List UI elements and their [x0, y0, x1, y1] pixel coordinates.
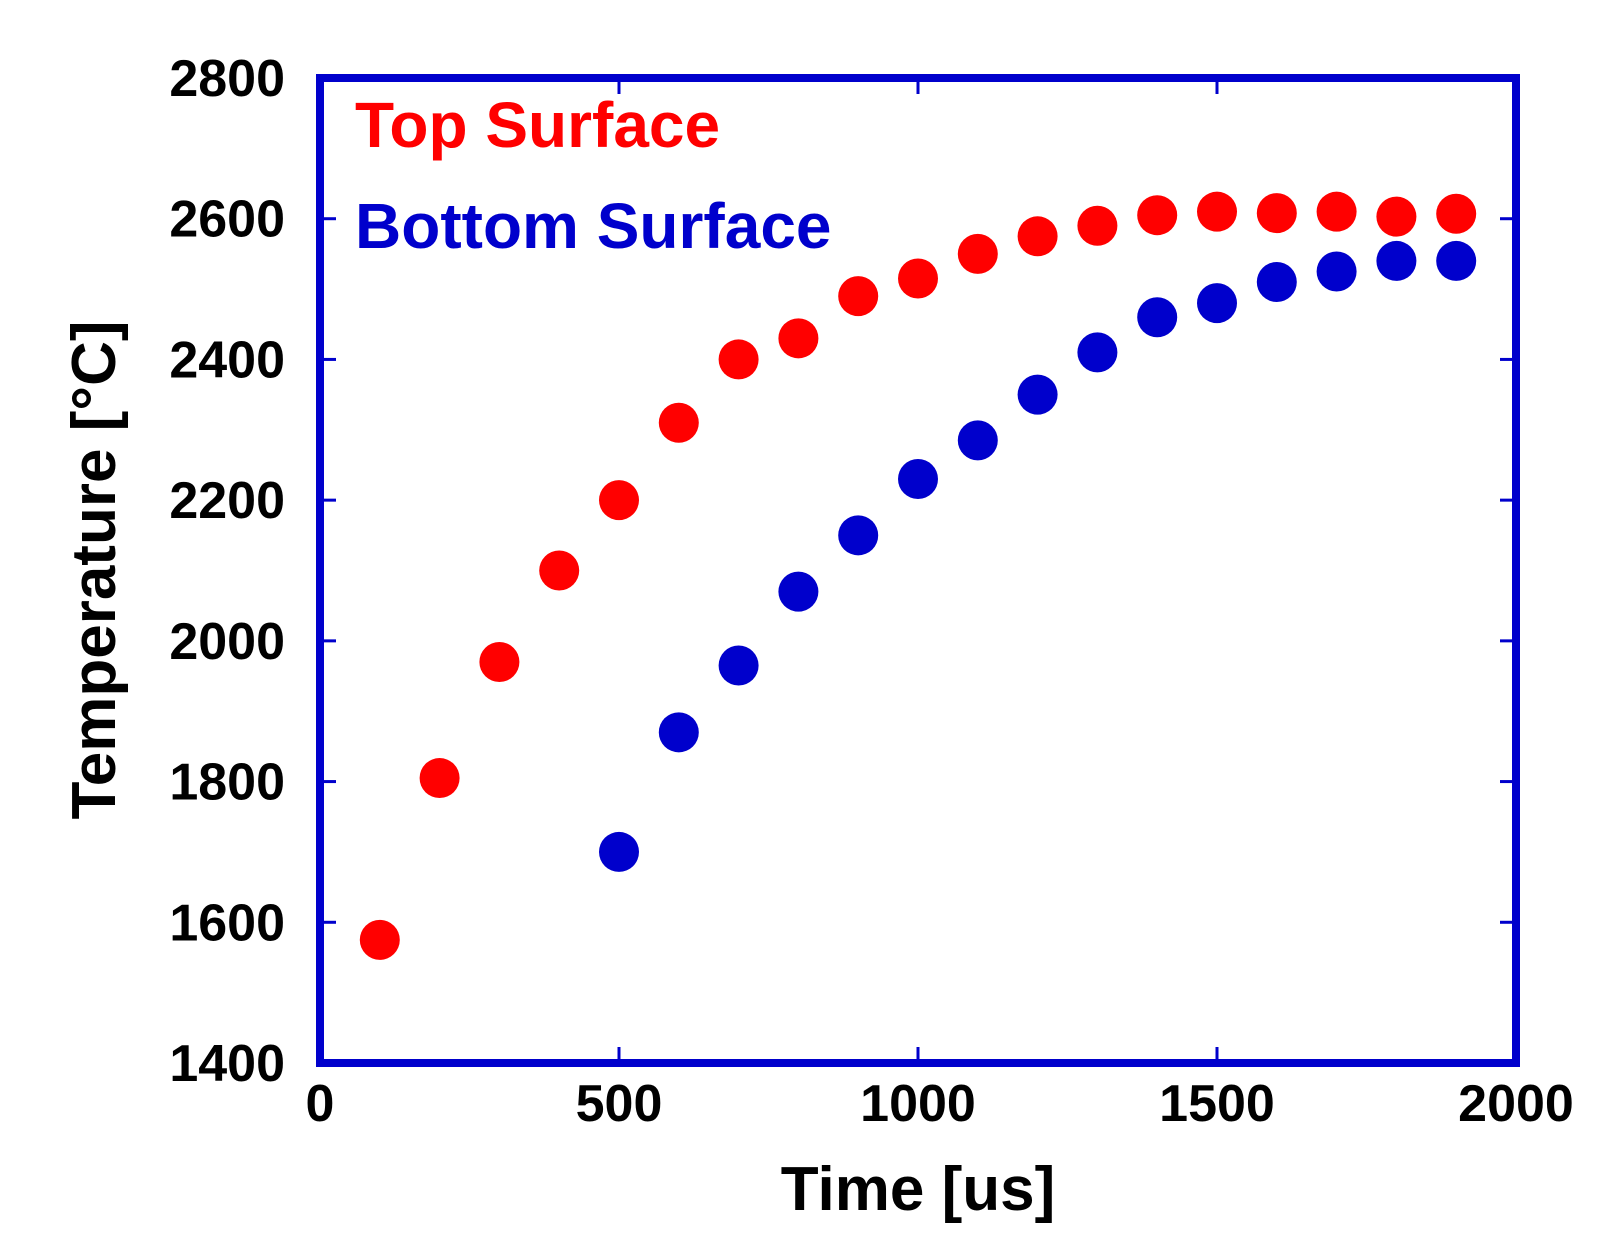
- x-axis-title: Time [us]: [781, 1155, 1055, 1224]
- y-tick-label: 1400: [169, 1035, 285, 1093]
- top-surface-point: [1197, 191, 1237, 232]
- x-tick-label: 500: [576, 1075, 663, 1133]
- axis-ticks: [318, 76, 1518, 1065]
- bottom-surface-point: [898, 459, 938, 500]
- bottom-surface-point: [718, 645, 759, 686]
- top-surface-point: [1077, 205, 1118, 246]
- y-axis-title: Temperature [°C]: [60, 320, 129, 819]
- top-surface-point: [419, 758, 460, 799]
- y-tick-label: 2200: [169, 472, 285, 530]
- y-tick-label: 2400: [169, 331, 285, 389]
- top-surface-point: [1376, 196, 1417, 237]
- top-surface-point: [838, 276, 879, 317]
- bottom-surface-point: [957, 420, 998, 461]
- top-surface-point: [359, 919, 400, 960]
- legend-top-surface: Top Surface: [355, 89, 720, 161]
- top-surface-point: [1256, 193, 1297, 234]
- bottom-surface-point: [1077, 332, 1118, 373]
- tick-labels: 0 500 1000 1500 2000 1400 1600 1800 2000 2200 2400…: [169, 50, 1574, 1133]
- x-tick-label: 1500: [1159, 1075, 1275, 1133]
- top-surface-point: [957, 233, 998, 274]
- top-surface-point: [599, 480, 639, 521]
- y-tick-label: 2000: [169, 613, 285, 671]
- top-surface-point: [778, 318, 819, 359]
- legend-bottom-surface: Bottom Surface: [355, 190, 832, 262]
- y-tick-label: 1600: [169, 894, 285, 952]
- x-tick-label: 2000: [1458, 1075, 1574, 1133]
- bottom-surface-point: [658, 712, 699, 753]
- top-surface-point: [1316, 191, 1357, 232]
- x-tick-label: 0: [306, 1075, 335, 1133]
- top-surface-point: [539, 550, 580, 591]
- y-tick-label: 1800: [169, 754, 285, 812]
- bottom-surface-point: [1197, 283, 1237, 324]
- data-points: [359, 191, 1477, 960]
- top-surface-point: [898, 258, 938, 299]
- top-surface-point: [479, 641, 520, 682]
- top-surface-point: [1017, 216, 1058, 257]
- bottom-surface-point: [1256, 262, 1297, 303]
- y-tick-label: 2600: [169, 191, 285, 249]
- bottom-surface-point: [1137, 297, 1178, 338]
- bottom-surface-point: [599, 831, 639, 872]
- top-surface-point: [658, 402, 699, 443]
- top-surface-point: [718, 339, 759, 380]
- top-surface-point: [1436, 193, 1477, 234]
- bottom-surface-point: [1376, 240, 1417, 281]
- bottom-surface-point: [1436, 240, 1477, 281]
- top-surface-point: [1137, 195, 1178, 236]
- bottom-surface-point: [838, 515, 879, 556]
- bottom-surface-point: [1017, 374, 1058, 415]
- y-tick-label: 2800: [169, 50, 285, 108]
- bottom-surface-point: [778, 571, 819, 612]
- bottom-surface-point: [1316, 251, 1357, 292]
- x-tick-label: 1000: [860, 1075, 976, 1133]
